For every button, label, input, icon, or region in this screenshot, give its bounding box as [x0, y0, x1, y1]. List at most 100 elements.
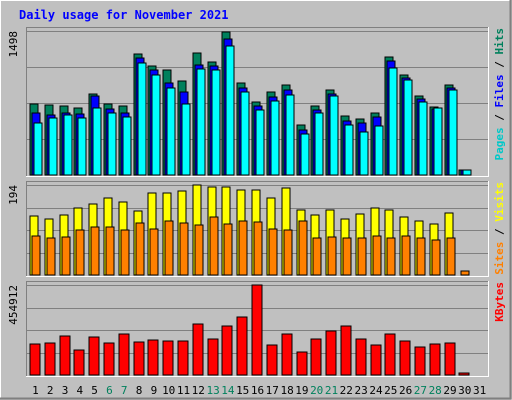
visits-bar-sites-day-12	[194, 224, 204, 276]
x-label-day-1: 1	[32, 384, 39, 397]
visits-bar-sites-day-17	[268, 228, 278, 276]
kbytes-bar-kbytes-day-2	[44, 342, 56, 376]
x-label-day-31: 31	[473, 384, 486, 397]
kbytes-panel: 454912	[7, 281, 489, 377]
x-label-day-5: 5	[91, 384, 98, 397]
visits-bar-sites-day-18	[283, 229, 293, 276]
x-label-day-14: 14	[221, 384, 235, 397]
x-label-day-17: 17	[266, 384, 279, 397]
x-label-day-9: 9	[151, 384, 158, 397]
hits-legend-item-2: Files	[493, 74, 506, 107]
visits-bar-sites-day-19	[298, 220, 308, 276]
hits-bar-pages-day-30	[462, 169, 472, 176]
hits-bar-pages-day-12	[196, 68, 206, 176]
kbytes-bar-kbytes-day-21	[325, 330, 337, 376]
hits-bar-pages-day-27	[418, 101, 428, 176]
visits-legend-item-2: Visits	[493, 182, 506, 222]
x-label-day-29: 29	[443, 384, 456, 397]
x-label-day-12: 12	[192, 384, 205, 397]
hits-bar-pages-day-29	[448, 89, 458, 176]
hits-bar-pages-day-4	[77, 117, 87, 176]
kbytes-bar-kbytes-day-25	[384, 333, 396, 376]
hits-bar-pages-day-25	[388, 67, 398, 176]
visits-bar-sites-day-16	[253, 221, 263, 276]
x-label-day-6: 6	[106, 384, 113, 397]
x-label-day-28: 28	[429, 384, 442, 397]
kbytes-bar-kbytes-day-27	[414, 346, 426, 376]
hits-legend-item-0: Pages	[493, 127, 506, 160]
visits-bar-sites-day-3	[61, 236, 71, 276]
hits-bar-pages-day-8	[137, 62, 147, 176]
x-label-day-27: 27	[414, 384, 427, 397]
x-label-day-2: 2	[47, 384, 54, 397]
kbytes-bar-kbytes-day-24	[370, 344, 382, 376]
visits-bar-sites-day-27	[416, 237, 426, 276]
kbytes-legend: KBytes	[493, 282, 506, 322]
visits-bar-sites-day-26	[401, 235, 411, 276]
kbytes-bar-kbytes-day-15	[236, 316, 248, 376]
kbytes-bar-kbytes-day-14	[221, 325, 233, 376]
x-label-day-21: 21	[325, 384, 338, 397]
kbytes-bar-kbytes-day-6	[103, 342, 115, 376]
kbytes-bar-kbytes-day-22	[340, 325, 352, 376]
kbytes-bar-kbytes-day-23	[355, 338, 367, 376]
kbytes-bar-kbytes-day-26	[399, 340, 411, 376]
hits-bar-pages-day-22	[344, 124, 354, 176]
hits-bar-pages-day-1	[33, 122, 43, 176]
kbytes-bar-kbytes-day-1	[29, 343, 41, 376]
chart-panels: 1498 194 454912 Pages / Files / Hits Sites /…	[7, 27, 506, 377]
hits-bar-pages-day-6	[107, 112, 117, 176]
kbytes-bar-kbytes-day-5	[88, 336, 100, 376]
x-label-day-23: 23	[354, 384, 367, 397]
hits-legend-item-4: Hits	[493, 28, 506, 55]
kbytes-bar-kbytes-day-29	[444, 342, 456, 376]
hits-legend: Pages / Files / Hits	[493, 28, 506, 161]
hits-bar-pages-day-10	[166, 87, 176, 176]
visits-bar-sites-day-7	[120, 229, 130, 276]
visits-bar-sites-day-21	[327, 236, 337, 276]
visits-bar-sites-day-5	[90, 226, 100, 276]
kbytes-bar-kbytes-day-19	[296, 351, 308, 376]
hits-bar-pages-day-2	[48, 117, 58, 176]
visits-bar-sites-day-6	[105, 226, 115, 276]
kbytes-bar-kbytes-day-30	[458, 372, 470, 376]
hits-panel: 1498	[7, 27, 489, 177]
kbytes-bar-kbytes-day-11	[177, 340, 189, 376]
visits-bar-sites-day-8	[135, 222, 145, 276]
kbytes-bar-kbytes-day-12	[192, 323, 204, 376]
visits-legend-item-0: Sites	[493, 242, 506, 275]
x-label-day-22: 22	[340, 384, 353, 397]
visits-bar-sites-day-15	[238, 220, 248, 276]
kbytes-ymax-label: 454912	[7, 285, 20, 325]
hits-bar-pages-day-24	[374, 125, 384, 176]
kbytes-bar-kbytes-day-7	[118, 333, 130, 376]
x-label-day-20: 20	[310, 384, 323, 397]
visits-bar-sites-day-14	[223, 223, 233, 276]
hits-bar-pages-day-14	[225, 45, 235, 176]
visits-bar-sites-day-10	[164, 220, 174, 276]
visits-panel: 194	[7, 181, 489, 277]
hits-bar-pages-day-9	[151, 74, 161, 176]
visits-legend-item-1: /	[493, 222, 506, 242]
x-axis-labels: 1 2 3 4 5 6 7 8 9 10 11 12 13 14 15 16 17 18 19 20 21 22 23 24 2…	[32, 384, 486, 397]
visits-bar-sites-day-2	[46, 237, 56, 276]
x-label-day-3: 3	[62, 384, 69, 397]
hits-bar-pages-day-11	[181, 103, 191, 176]
x-label-day-16: 16	[251, 384, 264, 397]
kbytes-legend-item-0: KBytes	[493, 282, 506, 322]
x-label-day-13: 13	[206, 384, 219, 397]
x-label-day-7: 7	[121, 384, 128, 397]
hits-bar-pages-day-3	[63, 114, 73, 176]
hits-bar-pages-day-7	[122, 116, 132, 176]
kbytes-bar-kbytes-day-4	[73, 349, 85, 376]
visits-bar-sites-day-29	[446, 237, 456, 276]
hits-bar-pages-day-23	[359, 131, 369, 176]
hits-bar-pages-day-18	[285, 94, 295, 176]
x-label-day-18: 18	[280, 384, 293, 397]
hits-bar-pages-day-26	[403, 79, 413, 176]
visits-bar-sites-day-24	[372, 235, 382, 276]
hits-bar-pages-day-19	[300, 133, 310, 176]
x-label-day-10: 10	[162, 384, 175, 397]
x-label-day-30: 30	[458, 384, 471, 397]
